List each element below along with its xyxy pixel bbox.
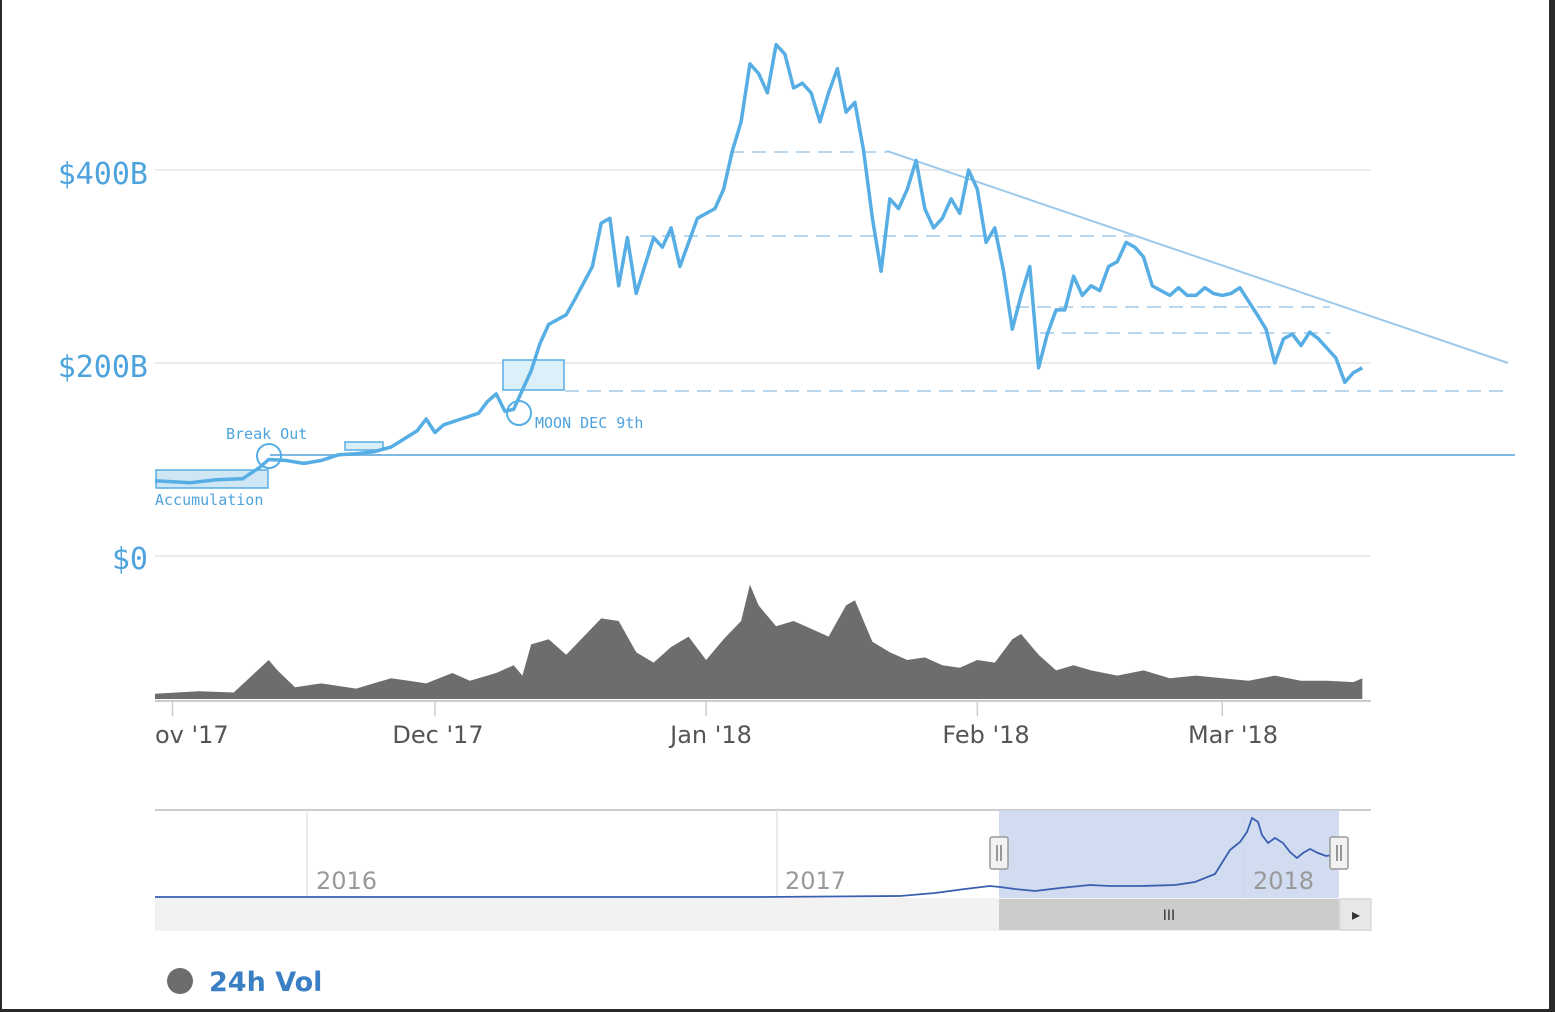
scrollbar-grip-icon: III [1163, 908, 1175, 924]
navigator-label-2018: 2018 [1253, 867, 1314, 895]
grid [155, 169, 1371, 557]
scroll-right-button[interactable] [1339, 898, 1372, 931]
navigator-selection[interactable] [999, 810, 1339, 898]
x-tick-label-jan: Jan '18 [668, 721, 752, 749]
y-axis-labels: $400B $200B $0 [58, 157, 148, 577]
legend-marker-24h-vol [167, 968, 193, 994]
x-axis-ticks [171, 701, 1224, 716]
navigator-label-2017: 2017 [785, 867, 846, 895]
x-tick-label-dec: Dec '17 [392, 721, 483, 749]
y-tick-label-200: $200B [58, 350, 148, 385]
annotation-moon: MOON DEC 9th [535, 414, 643, 432]
breakout-circle [256, 443, 282, 469]
consolidation-box [344, 441, 384, 451]
navigator-series-line [155, 816, 1334, 898]
scrollbar-thumb[interactable] [999, 899, 1339, 930]
navigator-handle-left[interactable] [989, 836, 1009, 870]
x-tick-label-feb: Feb '18 [942, 721, 1029, 749]
volume-area [155, 584, 1363, 699]
scroll-right-arrow-icon: ▸ [1352, 905, 1360, 924]
market-cap-line [154, 42, 1364, 485]
x-tick-label-mar: Mar '18 [1188, 721, 1278, 749]
downtrend-line [886, 150, 1509, 364]
annotation-lines [155, 150, 1515, 489]
annotation-breakout: Break Out [226, 425, 307, 443]
navigator[interactable]: 2016 2017 2018 III ▸ [155, 809, 1372, 931]
navigator-label-2016: 2016 [316, 867, 377, 895]
moon-circle [506, 400, 532, 426]
y-tick-label-400: $400B [58, 157, 148, 192]
legend-label-24h-vol[interactable]: 24h Vol [209, 967, 322, 998]
y-tick-label-0: $0 [112, 542, 148, 577]
legend[interactable]: 24h Vol [167, 967, 322, 998]
navigator-handle-right[interactable] [1329, 836, 1349, 870]
annotation-accumulation: Accumulation [155, 491, 263, 509]
x-axis-labels: ov '17 Dec '17 Jan '18 Feb '18 Mar '18 [155, 721, 1278, 749]
x-tick-label-nov: ov '17 [155, 721, 229, 749]
